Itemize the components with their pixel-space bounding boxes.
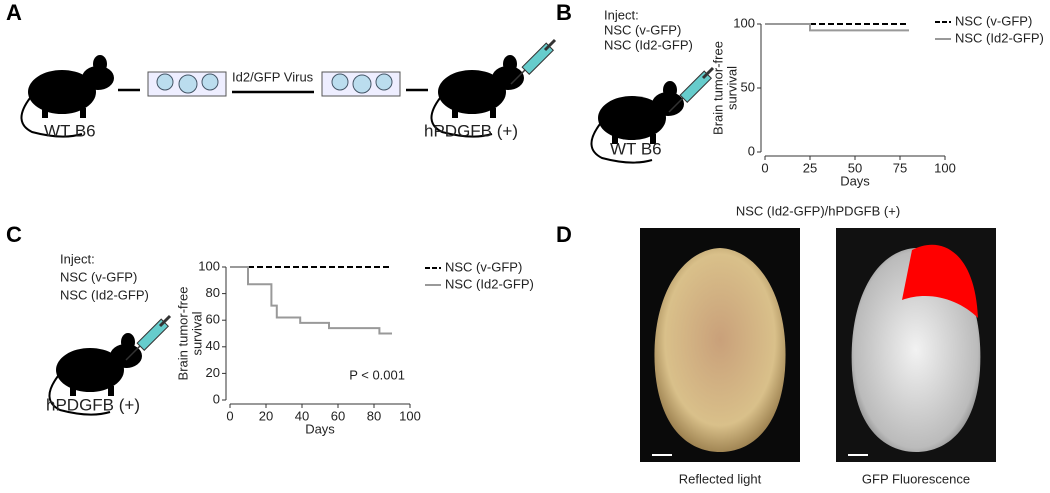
x-tick-label: 20 bbox=[259, 408, 273, 423]
mouse-label: WT B6 bbox=[610, 139, 662, 158]
caption: GFP Fluorescence bbox=[862, 471, 970, 486]
panel-label: A bbox=[6, 0, 22, 25]
y-axis-title: survival bbox=[189, 311, 204, 355]
panel-label: C bbox=[6, 222, 22, 247]
y-tick-label: 60 bbox=[206, 312, 220, 327]
panel-label: D bbox=[556, 222, 572, 247]
mouse-label: WT B6 bbox=[44, 121, 96, 140]
legend-label: NSC (v-GFP) bbox=[955, 13, 1032, 28]
x-tick-label: 75 bbox=[893, 160, 907, 175]
y-tick-label: 0 bbox=[748, 143, 755, 158]
x-axis-title: Days bbox=[305, 421, 335, 436]
y-tick-label: 100 bbox=[198, 258, 220, 273]
y-axis-title: Brain tumor-free bbox=[710, 41, 725, 135]
y-tick-label: 0 bbox=[213, 391, 220, 406]
inject-label: Inject: bbox=[604, 7, 639, 22]
arrow-label: Id2/GFP Virus bbox=[232, 69, 314, 84]
group-label: NSC (Id2-GFP) bbox=[60, 287, 149, 302]
survival-line bbox=[765, 23, 909, 32]
legend-label: NSC (v-GFP) bbox=[445, 259, 522, 274]
y-tick-label: 20 bbox=[206, 365, 220, 380]
x-tick-label: 40 bbox=[295, 408, 309, 423]
x-tick-label: 0 bbox=[226, 408, 233, 423]
y-axis-title: Brain tumor-free bbox=[175, 287, 190, 381]
group-label: NSC (v-GFP) bbox=[604, 22, 681, 37]
y-tick-label: 40 bbox=[206, 338, 220, 353]
group-label: NSC (Id2-GFP) bbox=[604, 37, 693, 52]
syringe bbox=[509, 38, 557, 86]
x-tick-label: 0 bbox=[761, 160, 768, 175]
x-tick-label: 100 bbox=[934, 160, 956, 175]
x-axis-title: Days bbox=[840, 173, 870, 188]
y-tick-label: 80 bbox=[206, 285, 220, 300]
x-tick-label: 80 bbox=[367, 408, 381, 423]
x-tick-label: 100 bbox=[399, 408, 421, 423]
x-tick-label: 25 bbox=[803, 160, 817, 175]
mouse-label: hPDGFB (+) bbox=[46, 395, 140, 414]
panel-title: NSC (Id2-GFP)/hPDGFB (+) bbox=[736, 203, 900, 218]
x-tick-label: 50 bbox=[848, 160, 862, 175]
y-tick-label: 100 bbox=[733, 15, 755, 30]
y-axis-title: survival bbox=[724, 66, 739, 110]
panel-label: B bbox=[556, 0, 572, 25]
legend-label: NSC (Id2-GFP) bbox=[955, 30, 1044, 45]
inject-label: Inject: bbox=[60, 251, 95, 266]
group-label: NSC (v-GFP) bbox=[60, 269, 137, 284]
legend-label: NSC (Id2-GFP) bbox=[445, 276, 534, 291]
mouse-label: hPDGFB (+) bbox=[424, 121, 518, 140]
gfp-signal bbox=[902, 244, 978, 318]
x-tick-label: 60 bbox=[331, 408, 345, 423]
annotation: P < 0.001 bbox=[349, 367, 405, 382]
survival-line bbox=[230, 266, 392, 335]
y-tick-label: 50 bbox=[741, 79, 755, 94]
brain bbox=[654, 248, 786, 452]
caption: Reflected light bbox=[679, 471, 762, 486]
